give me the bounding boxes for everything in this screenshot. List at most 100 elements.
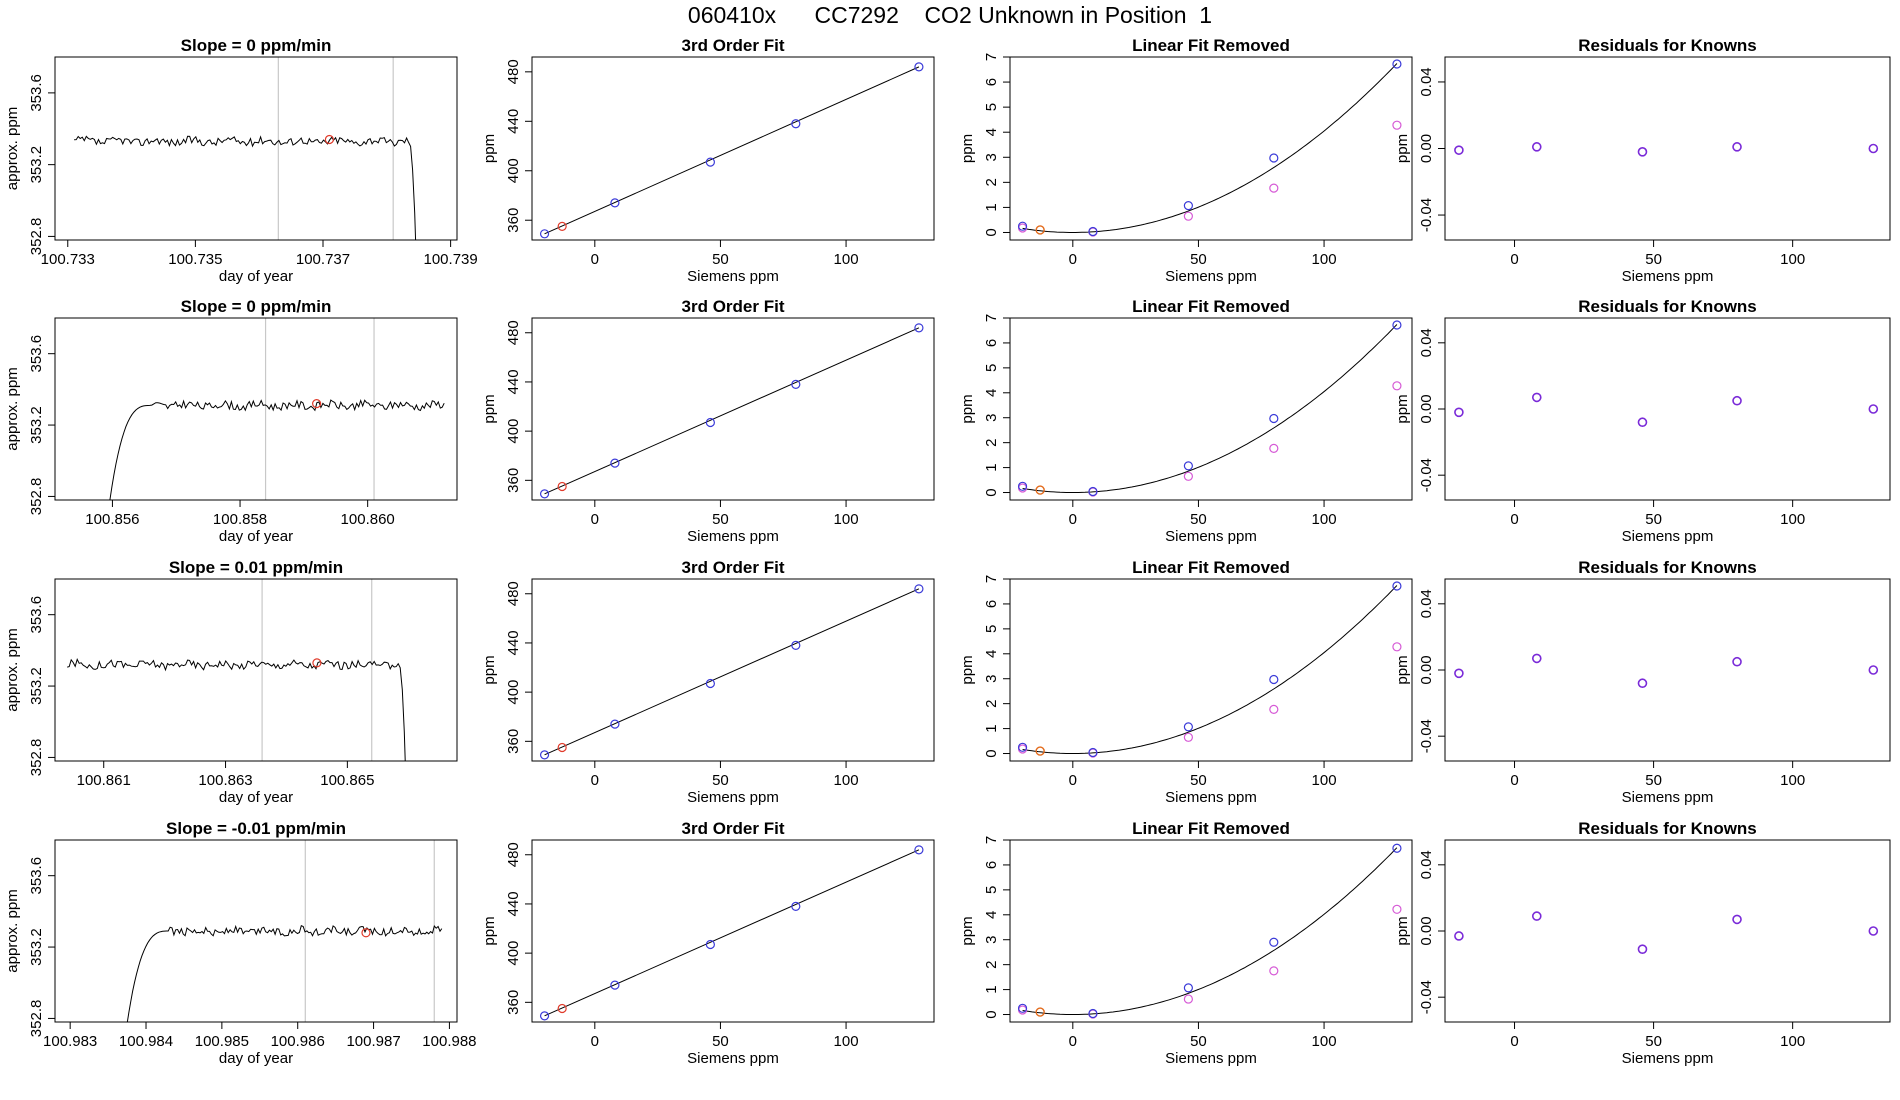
y-tick-label: 3 [983, 153, 1000, 161]
y-tick-label: 353.6 [28, 596, 45, 634]
panel-r4-c1: Slope = -0.01 ppm/min 100.983 100.984 100.9… [4, 819, 477, 1067]
removed-point [1183, 471, 1193, 481]
y-tick-label: 0 [983, 488, 1000, 496]
y-axis-label: ppm [481, 394, 498, 423]
y-tick-label: 440 [505, 369, 522, 394]
fit-line [544, 849, 920, 1017]
x-tick-label: 50 [712, 511, 729, 528]
panel-plot-area [1454, 392, 1879, 428]
residual-point [1531, 142, 1542, 152]
known-point [1088, 226, 1098, 237]
x-axis-label: Siemens ppm [687, 268, 779, 285]
known-point [1017, 1003, 1028, 1013]
residual-point [1454, 931, 1464, 941]
fit-curve [1022, 63, 1398, 233]
panel-frame [531, 839, 935, 1023]
panel-title: 3rd Order Fit [682, 36, 785, 55]
panel-r1-c3: Linear Fit Removed 0 50 100 0 1 2 3 4 5 6 7 Siemens … [959, 36, 1413, 285]
panel-frame [531, 578, 935, 762]
y-tick-label: 3 [983, 675, 1000, 683]
y-tick-label: 2 [983, 699, 1000, 707]
panel-title: Residuals for Knowns [1578, 558, 1757, 577]
panel-plot-area [1017, 581, 1402, 758]
x-tick-label: 100 [834, 251, 859, 268]
panel-title: 3rd Order Fit [682, 558, 785, 577]
unknown-marker [312, 658, 322, 668]
x-tick-label: 100 [1312, 251, 1337, 268]
x-tick-label: 50 [712, 772, 729, 789]
panel-frame [531, 317, 935, 501]
panel-frame [1444, 56, 1891, 241]
x-tick-label: 0 [591, 772, 599, 789]
fit-line [544, 588, 920, 756]
y-tick-label: 2 [983, 438, 1000, 446]
unknown-point [557, 481, 567, 492]
x-tick-label: 100.985 [195, 1033, 249, 1050]
y-tick-label: 0.04 [1418, 67, 1435, 96]
y-tick-label: 7 [983, 53, 1000, 61]
panel-frame [531, 56, 935, 241]
y-tick-label: 360 [505, 468, 522, 493]
panel-plot-area [1454, 653, 1879, 689]
y-axis-label: ppm [481, 916, 498, 945]
y-tick-label: 353.2 [28, 667, 45, 705]
y-axis-label: ppm [959, 394, 976, 423]
x-tick-label: 100.733 [41, 251, 95, 268]
x-axis-label: Siemens ppm [687, 1050, 779, 1067]
x-tick-label: 100.986 [271, 1033, 325, 1050]
removed-point [1392, 904, 1402, 914]
x-tick-label: 100.739 [424, 251, 478, 268]
panel-plot-area [109, 318, 445, 500]
known-point [539, 1011, 550, 1021]
figure-title: 060410x CC7292 CO2 Unknown in Position 1 [687, 2, 1213, 28]
y-tick-label: 1 [983, 985, 1000, 993]
y-tick-label: 0 [983, 228, 1000, 236]
panel-plot-area [539, 845, 924, 1021]
y-axis-label: ppm [1394, 134, 1411, 163]
x-axis-label: Siemens ppm [1165, 528, 1257, 545]
y-tick-label: 7 [983, 314, 1000, 322]
residual-point [1531, 392, 1542, 403]
removed-point [1183, 211, 1193, 221]
x-tick-label: 100 [834, 511, 859, 528]
y-tick-label: 480 [505, 842, 522, 867]
x-tick-label: 0 [1510, 772, 1518, 789]
removed-point [1269, 183, 1279, 193]
removed-point [1392, 642, 1402, 652]
unknown-marker [312, 399, 322, 409]
y-tick-label: 480 [505, 59, 522, 84]
known-point [1183, 201, 1193, 211]
x-tick-label: 100 [1312, 511, 1337, 528]
y-tick-label: 400 [505, 680, 522, 705]
y-tick-label: 0 [983, 749, 1000, 757]
x-tick-label: 0 [1069, 251, 1077, 268]
x-tick-label: 0 [1510, 1033, 1518, 1050]
y-tick-label: 6 [983, 861, 1000, 869]
ppm-trace [109, 398, 445, 500]
y-tick-label: 3 [983, 414, 1000, 422]
panel-r3-c1: Slope = 0.01 ppm/min 100.861 100.863 100.86… [4, 558, 458, 806]
unknown-point [1035, 746, 1045, 756]
y-axis-label: ppm [481, 655, 498, 684]
x-axis-label: day of year [219, 789, 293, 806]
x-axis-label: day of year [219, 1050, 293, 1067]
x-tick-label: 0 [1069, 511, 1077, 528]
y-tick-label: 400 [505, 158, 522, 183]
y-tick-label: 5 [983, 103, 1000, 111]
known-point [914, 584, 924, 594]
removed-point [1183, 994, 1193, 1004]
y-tick-label: 2 [983, 178, 1000, 186]
removed-point [1269, 966, 1279, 976]
known-point [791, 379, 801, 390]
y-tick-label: 7 [983, 575, 1000, 583]
y-tick-label: 440 [505, 891, 522, 916]
panel-r3-c2: 3rd Order Fit 0 50 100 360 400 440 480 Siemens p… [481, 558, 935, 806]
known-point [705, 678, 715, 689]
residual-point [1732, 656, 1742, 667]
panel-frame [1009, 317, 1413, 501]
y-tick-label: 5 [983, 625, 1000, 633]
x-tick-label: 50 [712, 1033, 729, 1050]
x-tick-label: 100.861 [77, 772, 131, 789]
y-axis-label: ppm [1394, 655, 1411, 684]
